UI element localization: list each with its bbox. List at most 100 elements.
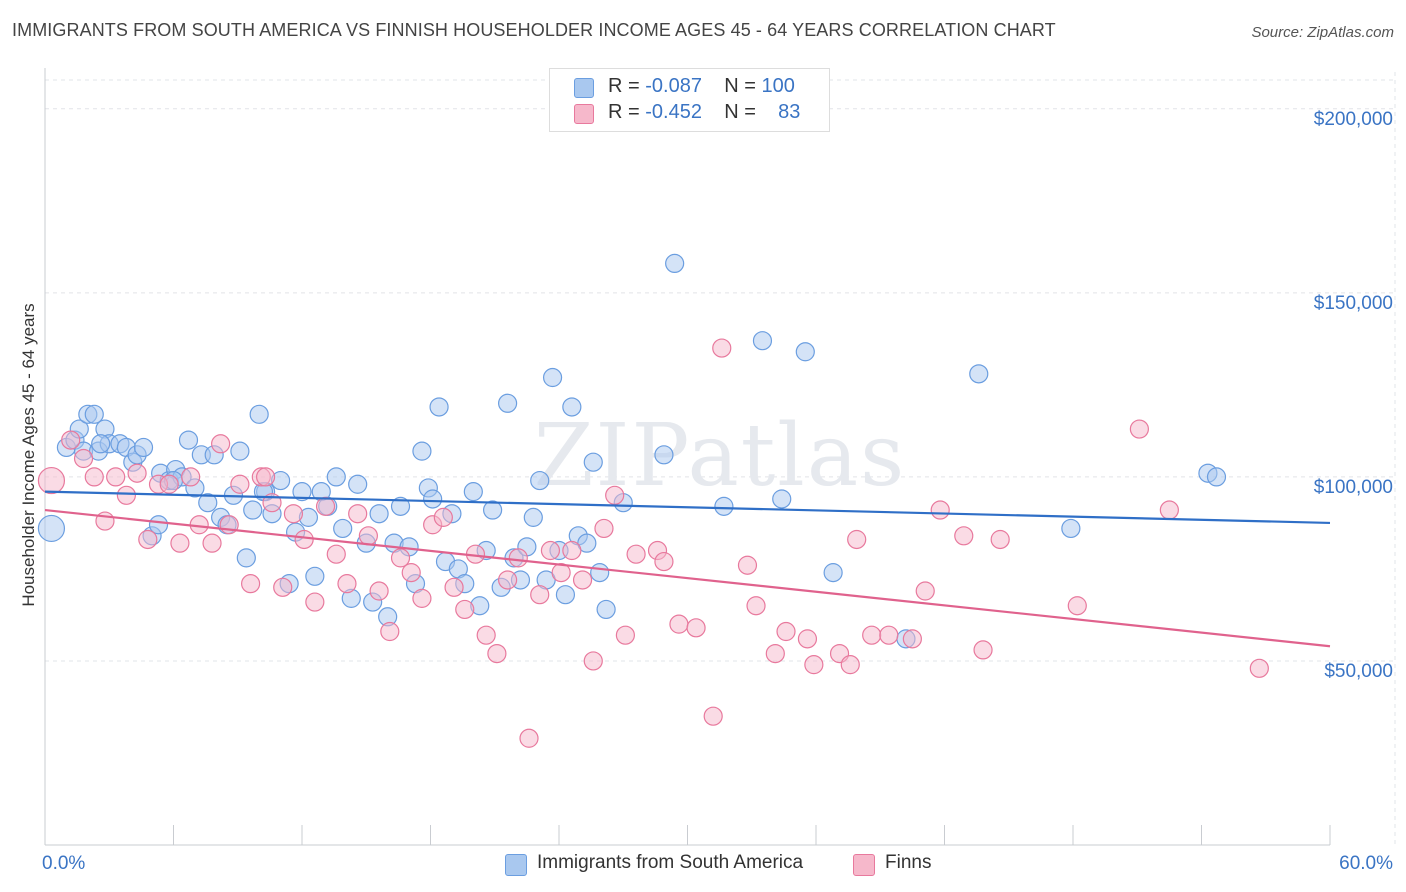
data-point — [116, 485, 136, 505]
chart-title: IMMIGRANTS FROM SOUTH AMERICA VS FINNISH… — [12, 20, 1056, 40]
data-point — [230, 474, 250, 494]
data-point — [294, 529, 314, 550]
series-finns — [37, 338, 1269, 748]
stats-legend: R = -0.087 N = 100 R = -0.452 N = 83 — [549, 68, 830, 132]
data-point — [776, 621, 796, 642]
data-point — [969, 364, 989, 384]
source-credit: Source: ZipAtlas.com — [1251, 24, 1394, 41]
data-point — [429, 397, 449, 417]
data-point — [1129, 419, 1149, 439]
data-point — [973, 640, 993, 660]
y-tick-label: $150,000 — [1314, 293, 1393, 314]
data-point — [133, 437, 154, 458]
y-tick-label: $100,000 — [1314, 477, 1393, 498]
data-point — [423, 489, 443, 509]
data-point — [337, 574, 357, 594]
data-point — [390, 548, 411, 568]
data-point — [181, 467, 201, 487]
data-point — [615, 625, 635, 645]
data-point — [476, 625, 496, 645]
data-point — [1159, 500, 1179, 520]
data-point — [1206, 467, 1227, 487]
data-point — [498, 570, 518, 590]
legend-text-pink: R = -0.452 N = 83 — [608, 101, 800, 124]
trend-line-pink — [44, 508, 1331, 648]
data-point — [954, 526, 974, 546]
data-point — [915, 581, 935, 601]
data-point — [772, 489, 792, 509]
data-point — [412, 588, 432, 608]
data-point — [665, 253, 685, 274]
data-point — [1067, 596, 1087, 616]
n-value-pink: 83 — [778, 101, 801, 123]
data-point — [127, 463, 147, 483]
data-point — [455, 599, 475, 620]
data-point — [562, 397, 582, 417]
data-point — [412, 441, 432, 461]
data-point — [498, 393, 518, 413]
data-point — [401, 563, 421, 583]
data-point — [540, 540, 561, 561]
trend-lines — [44, 490, 1331, 648]
x-tick-label-max: 60.0% — [1339, 853, 1393, 874]
legend-swatch-blue — [574, 78, 594, 98]
data-point — [249, 404, 269, 424]
data-point — [84, 467, 104, 487]
data-point — [333, 518, 353, 539]
data-point — [106, 467, 126, 487]
data-point — [519, 728, 539, 748]
data-point — [530, 585, 550, 605]
data-point — [326, 544, 346, 564]
data-point — [590, 563, 610, 583]
data-point — [444, 577, 464, 597]
data-point — [797, 629, 818, 649]
data-point — [84, 404, 104, 424]
data-point — [555, 585, 576, 605]
data-point — [654, 445, 674, 465]
data-point — [551, 563, 571, 583]
data-point — [236, 548, 256, 568]
data-point — [572, 570, 593, 590]
bottom-swatch-pink — [853, 854, 875, 876]
data-point — [746, 596, 766, 616]
data-point — [596, 599, 616, 620]
data-point — [305, 566, 325, 586]
data-point — [840, 655, 860, 675]
data-point — [433, 507, 453, 527]
data-point — [902, 629, 922, 649]
data-point — [737, 555, 758, 575]
data-point — [348, 474, 368, 494]
data-point — [292, 482, 312, 502]
data-point — [380, 621, 400, 642]
y-tick-label: $50,000 — [1324, 661, 1393, 682]
data-point — [562, 540, 582, 561]
data-point — [1061, 518, 1081, 539]
data-point — [463, 482, 483, 502]
r-label: R = — [608, 101, 646, 123]
data-point — [255, 467, 276, 487]
data-point — [605, 485, 625, 505]
y-tick-label: $200,000 — [1314, 109, 1393, 130]
data-point — [148, 515, 169, 535]
data-point — [37, 514, 66, 543]
bottom-legend-label-pink: Finns — [885, 852, 932, 873]
data-point — [714, 496, 734, 516]
data-point — [765, 643, 785, 664]
bottom-legend-label-blue: Immigrants from South America — [537, 852, 804, 873]
data-point — [178, 430, 199, 450]
data-point — [752, 331, 773, 351]
data-point — [795, 342, 815, 362]
y-axis-title: Householder Income Ages 45 - 64 years — [19, 303, 38, 606]
legend-text-blue: R = -0.087 N = 100 — [608, 75, 795, 98]
data-point — [211, 434, 231, 454]
data-point — [73, 448, 94, 469]
data-point — [273, 577, 293, 597]
r-label: R = — [608, 75, 646, 97]
data-point — [879, 625, 899, 645]
data-point — [91, 434, 111, 454]
data-point — [862, 625, 882, 645]
data-point — [283, 504, 304, 524]
data-point — [170, 533, 190, 553]
data-point — [669, 614, 689, 634]
data-point — [804, 655, 824, 675]
